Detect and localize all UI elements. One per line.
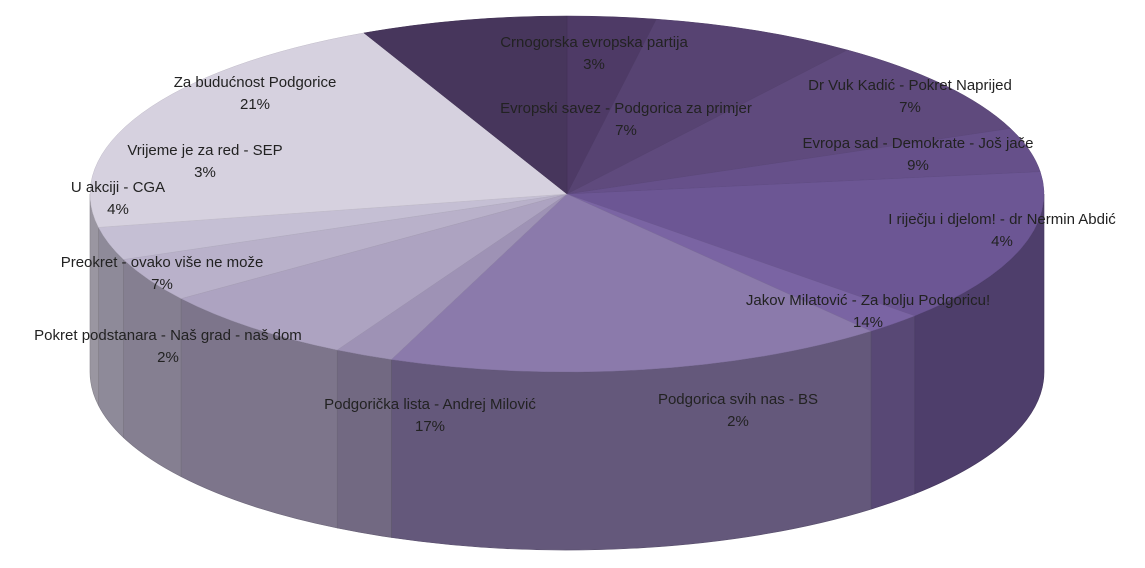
slice-label-value: 4% [107,201,129,218]
slice-label-value: 14% [853,314,883,331]
slice-label-name: Evropski savez - Podgorica za primjer [500,100,752,117]
slice-label-name: Za budućnost Podgorice [174,74,337,91]
pie-slice-8 [180,193,568,351]
slice-label-3: I riječju i djelom! - dr Nermin Abdić 4% [888,211,1116,250]
slice-label-value: 2% [157,349,179,366]
slice-label-4: Jakov Milatović - Za bolju Podgoricu! 14% [746,292,990,331]
slice-label-value: 3% [194,164,216,181]
slice-label-6: Podgorička lista - Andrej Milović 17% [324,396,536,435]
slice-label-8: Preokret - ovako više ne može 7% [61,254,264,293]
slice-label-5: Podgorica svih nas - BS 2% [658,391,818,430]
slice-label-2: Evropa sad - Demokrate - Još jače 9% [803,135,1034,174]
slice-label-name: Podgorička lista - Andrej Milović [324,396,536,413]
slice-label-value: 17% [415,418,445,435]
pie-top-layer [89,15,1045,373]
slice-label-10: Vrijeme je za red - SEP 3% [127,142,282,181]
pie-slice-1 [566,18,849,195]
pie-side-7 [336,349,392,538]
slice-label-0: Crnogorska evropska partija 3% [500,34,688,73]
slice-label-name: Evropa sad - Demokrate - Još jače [803,135,1034,152]
pie-side-layer [89,193,1045,551]
slice-label-value: 9% [907,157,929,174]
slice-label-value: 4% [991,233,1013,250]
slice-label-9: U akciji - CGA 4% [71,179,165,218]
slice-label-7: Pokret podstanara - Naš grad - naš dom 2% [34,327,302,366]
pie-slice-2 [566,49,1012,195]
slice-label-value: 7% [615,122,637,139]
slice-label-name: Vrijeme je za red - SEP [127,142,282,159]
slice-label-value: 3% [583,56,605,73]
slice-label-name: I riječju i djelom! - dr Nermin Abdić [888,211,1116,228]
pie-side-5 [870,315,916,510]
slice-label-value: 21% [240,96,270,113]
pie-slice-11 [89,32,568,228]
slice-label-name: Dr Vuk Kadić - Pokret Naprijed [808,77,1012,94]
pie-side-11 [89,193,99,406]
slice-label-name: Pokret podstanara - Naš grad - naš dom [34,327,302,344]
slice-label-11: Za budućnost Podgorice 21% [174,74,337,113]
slice-label-value: 2% [727,413,749,430]
slice-label-1: Dr Vuk Kadić - Pokret Naprijed 7% [808,77,1012,116]
slice-label-name: Preokret - ovako više ne može [61,254,264,271]
pie-slice-6 [390,193,872,373]
pie-slice-4 [566,171,1045,317]
slice-label-name: U akciji - CGA [71,179,165,196]
slice-label-12: Evropski savez - Podgorica za primjer 7% [500,100,752,139]
slice-label-value: 7% [899,99,921,116]
slice-label-value: 7% [151,276,173,293]
slice-label-name: Crnogorska evropska partija [500,34,688,51]
pie-slice-12 [363,15,568,195]
slice-label-name: Podgorica svih nas - BS [658,391,818,408]
slice-label-name: Jakov Milatović - Za bolju Podgoricu! [746,292,990,309]
pie-label-layer: Crnogorska evropska partija 3% Dr Vuk Kadi… [34,34,1116,435]
